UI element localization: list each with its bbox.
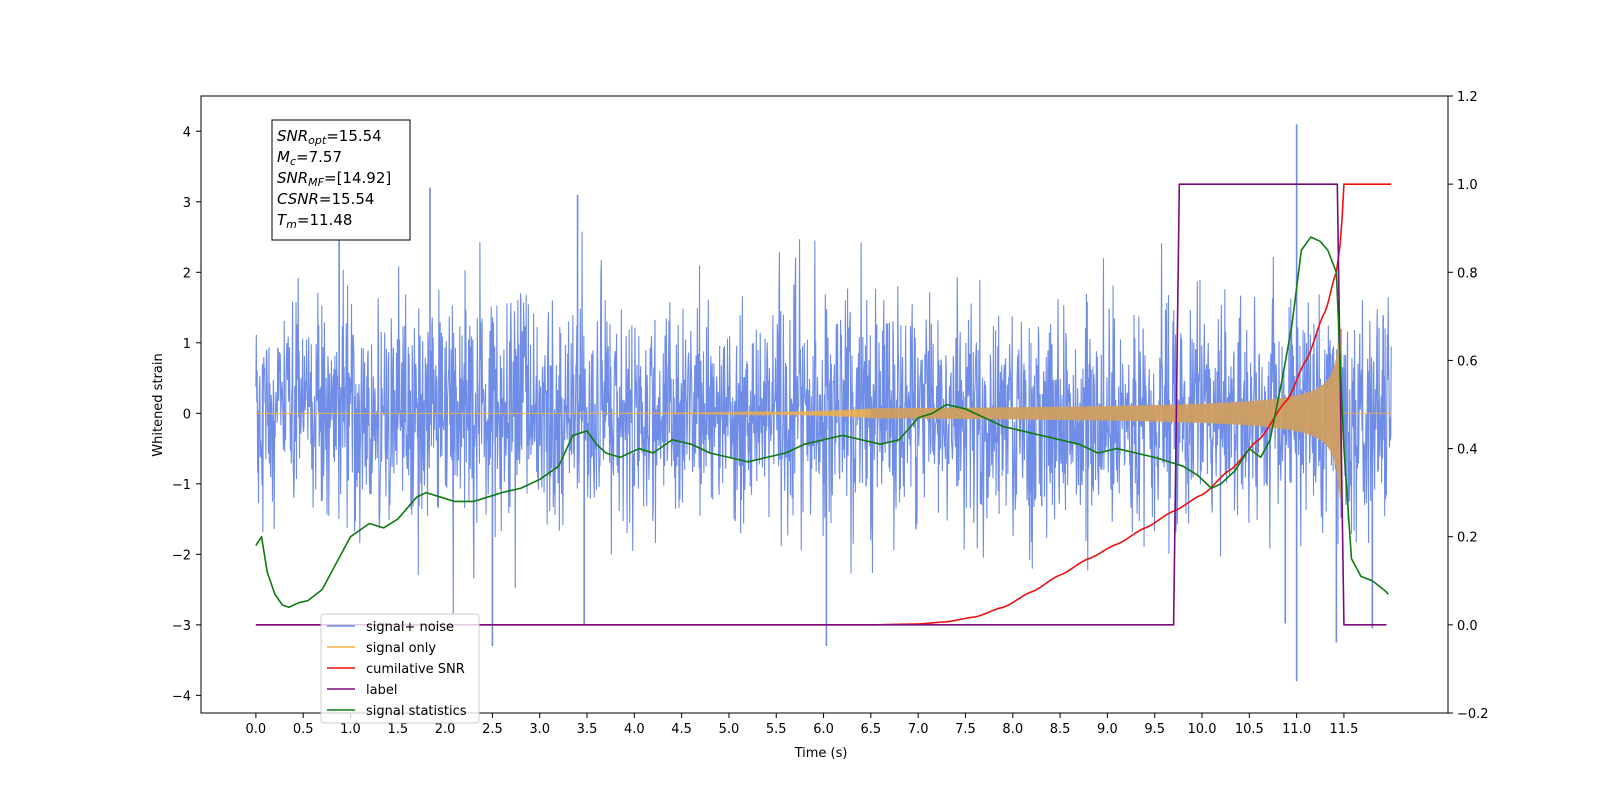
y-right-tick-label: 0.6: [1457, 354, 1478, 369]
legend-label: label: [366, 683, 397, 698]
x-tick-label: 1.0: [340, 722, 361, 737]
annotation-line: CSNR=15.54: [277, 190, 374, 208]
axes-frame: [200, 95, 1449, 714]
chart-legend[interactable]: signal+ noise signal only cumilative SNR la…: [320, 613, 480, 724]
axes-ticks: 0.0 0.5 1.0 1.5 2.0 2.5 3.0 3.5 4.0 4.5 5.0 5.5 6.0 6…: [172, 90, 1489, 737]
legend-label: signal statistics: [366, 704, 467, 719]
y-left-tick-label: −4: [172, 689, 191, 704]
legend-label: signal only: [366, 641, 436, 656]
x-tick-label: 0.5: [293, 722, 314, 737]
series-signal-noise: [255, 231, 1392, 615]
x-tick-label: 1.5: [387, 722, 408, 737]
x-tick-label: 11.0: [1282, 722, 1311, 737]
stats-annotation-box: SNRopt=15.54Mc=7.57SNRMF=[14.92]CSNR=15.…: [271, 119, 411, 241]
y-left-tick-label: 0: [183, 407, 191, 422]
x-tick-label: 8.5: [1050, 722, 1071, 737]
x-tick-label: 7.5: [955, 722, 976, 737]
annotation-line: Mc=7.57: [277, 148, 342, 168]
y-left-tick-label: 3: [183, 196, 191, 211]
x-tick-label: 3.0: [529, 722, 550, 737]
x-tick-label: 9.5: [1144, 722, 1165, 737]
y-right-tick-label: −0.2: [1457, 707, 1489, 722]
y-right-tick-label: 1.0: [1457, 178, 1478, 193]
y-right-tick-label: 0.2: [1457, 531, 1478, 546]
x-tick-label: 8.0: [1002, 722, 1023, 737]
legend-label: cumilative SNR: [366, 662, 465, 677]
y-left-tick-label: 1: [183, 337, 191, 352]
y-left-tick-label: −2: [172, 548, 191, 563]
series-signal-only: [255, 328, 1392, 498]
legend-label: signal+ noise: [366, 620, 454, 635]
y-right-tick-label: 1.2: [1457, 90, 1478, 105]
y-left-tick-label: 2: [183, 266, 191, 281]
legend-frame: [320, 613, 480, 724]
series-label: [255, 183, 1387, 626]
y-left-tick-label: −3: [172, 619, 191, 634]
series-signal-statistics: [255, 236, 1389, 609]
x-tick-label: 2.5: [482, 722, 503, 737]
x-tick-label: 6.5: [861, 722, 882, 737]
x-tick-label: 3.5: [577, 722, 598, 737]
x-tick-label: 5.5: [766, 722, 787, 737]
x-tick-label: 0.0: [246, 722, 267, 737]
x-tick-label: 11.5: [1329, 722, 1358, 737]
x-tick-label: 2.0: [435, 722, 456, 737]
annotation-line: SNRMF=[14.92]: [277, 169, 391, 189]
x-axis-label: Time (s): [794, 746, 848, 761]
x-tick-label: 9.0: [1097, 722, 1118, 737]
y-right-tick-label: 0.0: [1457, 619, 1478, 634]
annotation-line: SNRopt=15.54: [277, 127, 382, 147]
y-left-tick-label: 4: [183, 125, 191, 140]
x-tick-label: 4.0: [624, 722, 645, 737]
x-tick-label: 5.0: [719, 722, 740, 737]
y-right-tick-label: 0.8: [1457, 266, 1478, 281]
x-tick-label: 4.5: [671, 722, 692, 737]
x-tick-label: 10.0: [1188, 722, 1217, 737]
annotation-frame: [271, 119, 411, 241]
y-left-tick-label: −1: [172, 478, 191, 493]
y-right-tick-label: 0.4: [1457, 443, 1478, 458]
y-axis-label: Whitened strain: [151, 353, 166, 456]
x-tick-label: 6.0: [813, 722, 834, 737]
x-tick-label: 7.0: [908, 722, 929, 737]
signal-only-envelope: [870, 328, 1343, 498]
x-tick-label: 10.5: [1235, 722, 1264, 737]
annotation-line: Tm=11.48: [277, 211, 352, 231]
